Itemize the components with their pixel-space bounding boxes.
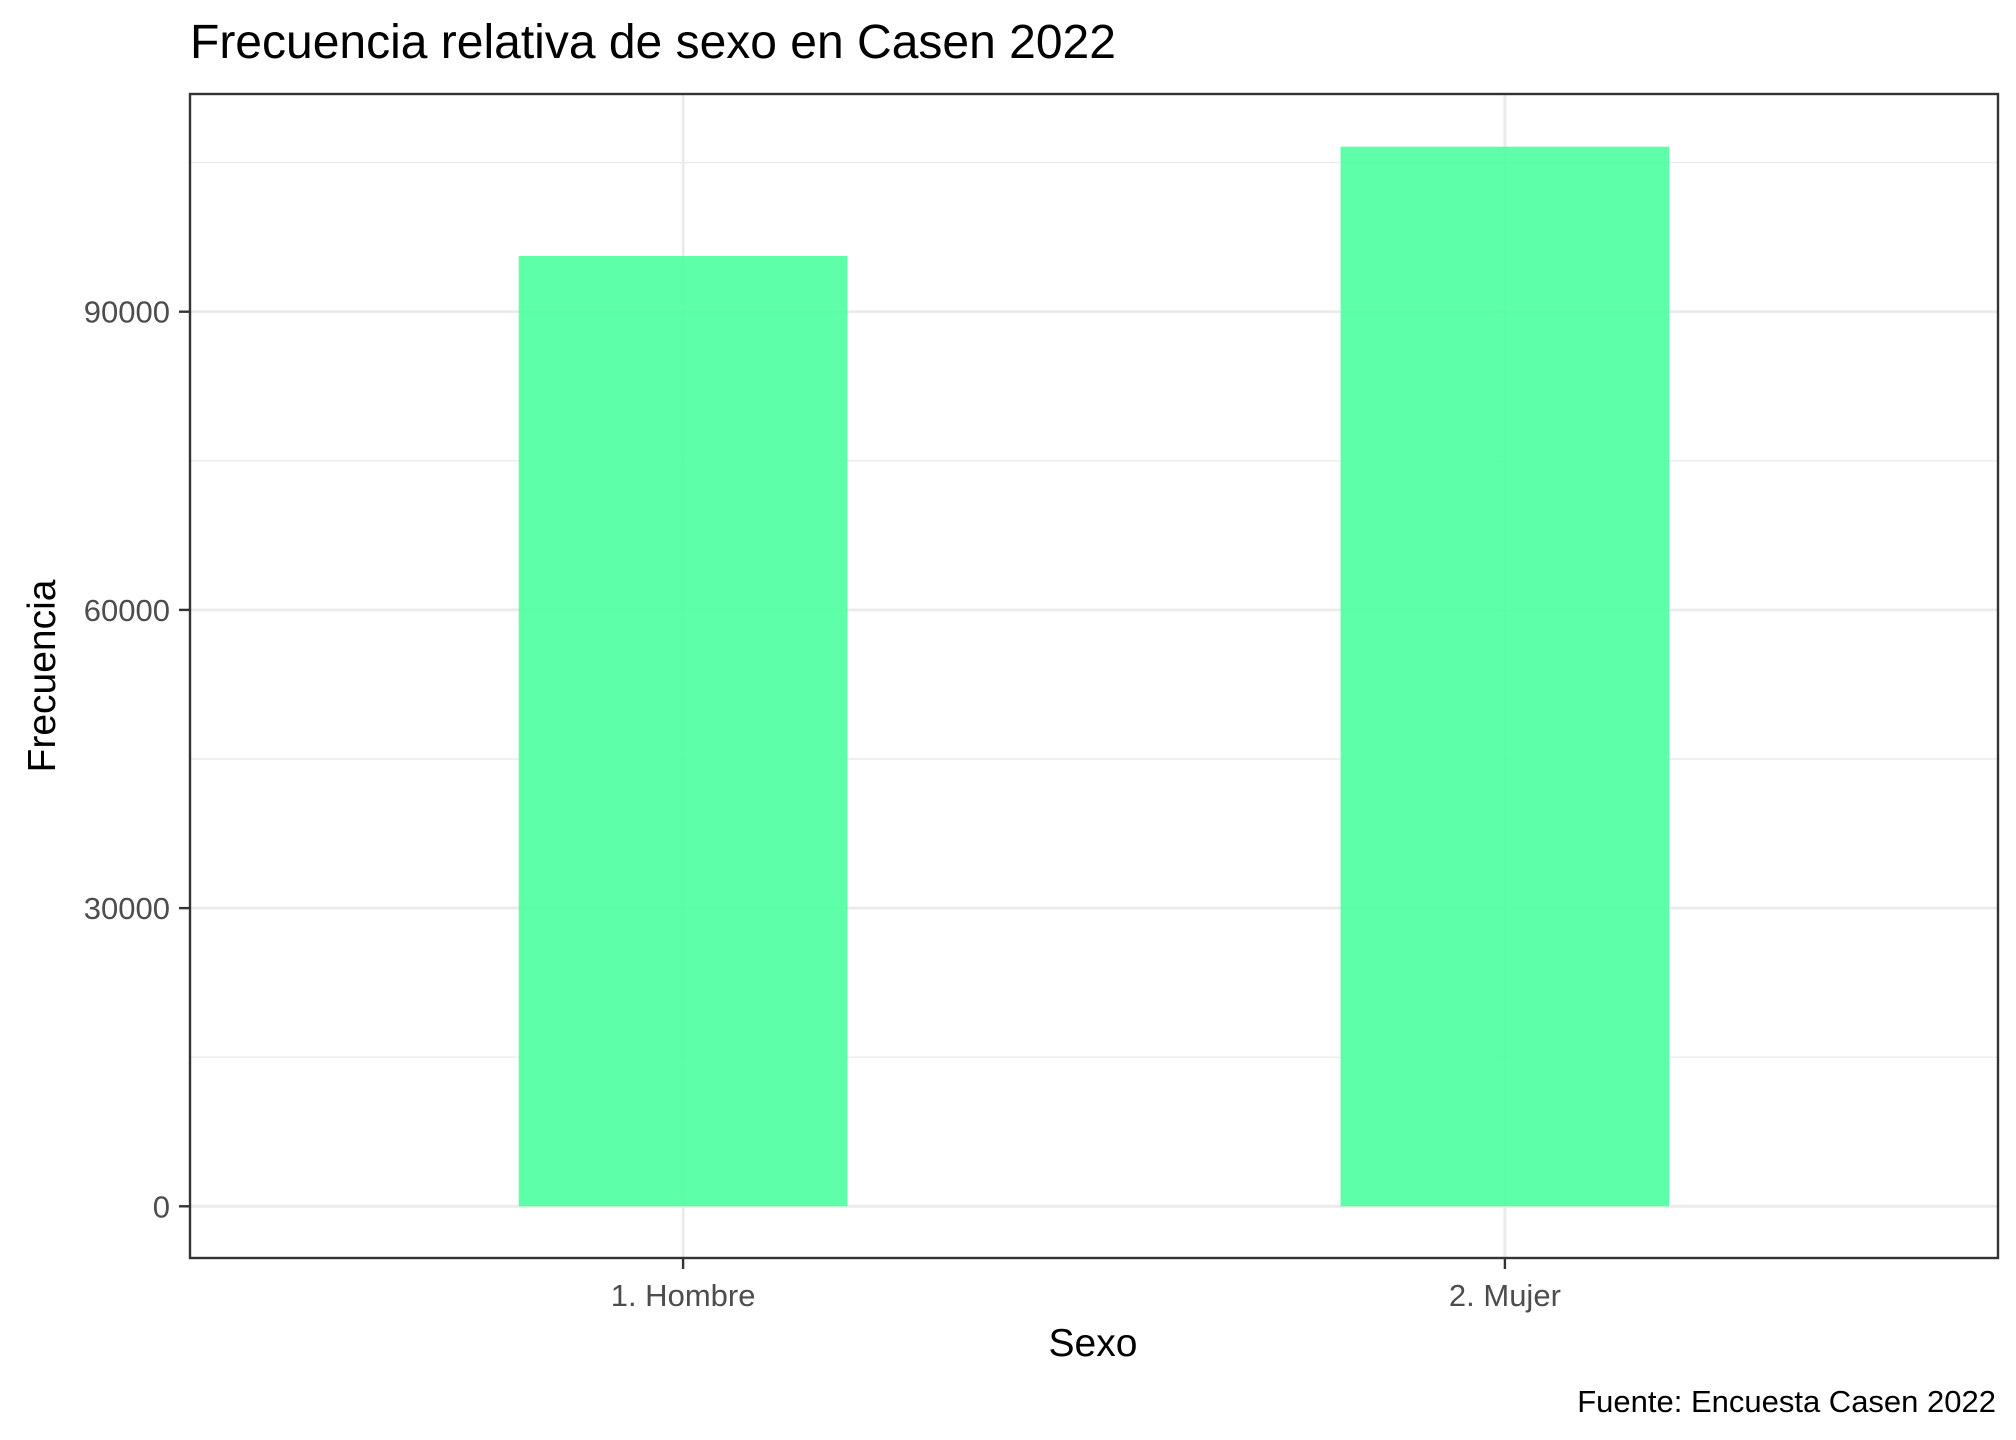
x-tick-label: 1. Hombre [611, 1278, 756, 1313]
y-tick-label: 90000 [84, 295, 170, 330]
x-tick-label: 2. Mujer [1449, 1278, 1561, 1313]
y-tick-label: 0 [153, 1189, 170, 1224]
panel-border [188, 92, 2000, 1260]
chart-caption: Fuente: Encuesta Casen 2022 [1577, 1384, 1996, 1419]
x-axis: 1. Hombre 2. Mujer [611, 1258, 1561, 1313]
y-tick-label: 30000 [84, 891, 170, 926]
bar-1 [518, 256, 848, 1207]
y-axis-title: Frecuencia [21, 579, 64, 772]
x-axis-title: Sexo [1049, 1322, 1138, 1365]
bar-2 [1340, 146, 1670, 1207]
bars [518, 146, 1670, 1207]
y-tick-label: 60000 [84, 593, 170, 628]
y-axis: 0 30000 60000 90000 [84, 295, 190, 1224]
chart-title: Frecuencia relativa de sexo en Casen 202… [190, 16, 1116, 69]
